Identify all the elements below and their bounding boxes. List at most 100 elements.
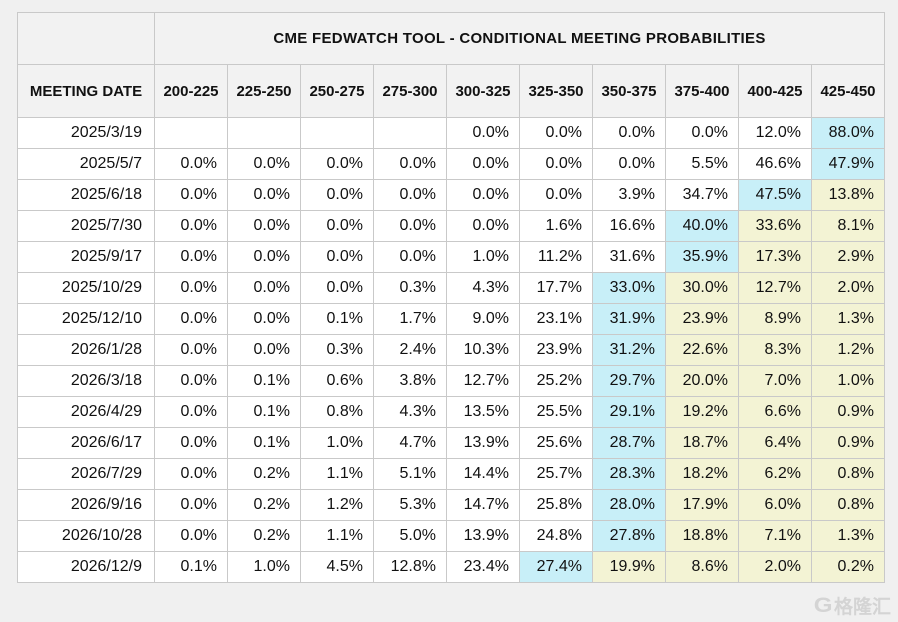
probability-cell: 0.0%	[373, 179, 447, 211]
probability-cell: 0.0%	[300, 241, 374, 273]
probability-cell: 0.0%	[300, 210, 374, 242]
probability-cell: 0.8%	[811, 458, 885, 490]
probability-cell: 0.1%	[227, 365, 301, 397]
meeting-date-cell: 2026/1/28	[17, 334, 155, 366]
probability-cell: 0.9%	[811, 396, 885, 428]
rate-column-header: 400-425	[738, 64, 812, 118]
probability-cell: 1.0%	[227, 551, 301, 583]
probability-cell: 6.6%	[738, 396, 812, 428]
probability-cell: 47.5%	[738, 179, 812, 211]
probability-cell: 33.6%	[738, 210, 812, 242]
probability-cell: 1.0%	[811, 365, 885, 397]
probability-cell: 13.9%	[446, 427, 520, 459]
probability-cell: 0.0%	[373, 210, 447, 242]
table-row: 2025/5/7 0.0% 0.0% 0.0% 0.0% 0.0% 0.0% 0.0% 5.5%…	[17, 148, 885, 180]
table-row: 2026/1/28 0.0% 0.0% 0.3% 2.4% 10.3% 23.9% 31.2%…	[17, 334, 885, 366]
column-header-row: MEETING DATE 200-225 225-250 250-275 275-30…	[17, 64, 885, 118]
probability-cell: 0.0%	[227, 179, 301, 211]
rate-column-header: 300-325	[446, 64, 520, 118]
probability-cell: 13.5%	[446, 396, 520, 428]
probability-cell: 0.0%	[665, 117, 739, 149]
probability-cell: 0.0%	[154, 148, 228, 180]
probability-cell: 0.0%	[154, 303, 228, 335]
probability-cell: 1.6%	[519, 210, 593, 242]
meeting-date-cell: 2025/7/30	[17, 210, 155, 242]
probability-cell: 4.3%	[373, 396, 447, 428]
probability-cell: 0.0%	[227, 303, 301, 335]
probability-cell: 0.0%	[519, 179, 593, 211]
probability-cell: 0.9%	[811, 427, 885, 459]
probability-cell: 25.6%	[519, 427, 593, 459]
probability-cell: 88.0%	[811, 117, 885, 149]
watermark-text: 格隆汇	[833, 597, 891, 618]
rate-column-header: 250-275	[300, 64, 374, 118]
probability-cell: 4.7%	[373, 427, 447, 459]
probability-cell: 0.6%	[300, 365, 374, 397]
probability-cell: 6.4%	[738, 427, 812, 459]
table-row: 2026/9/16 0.0% 0.2% 1.2% 5.3% 14.7% 25.8% 28.0%…	[17, 489, 885, 521]
probability-cell: 8.6%	[665, 551, 739, 583]
meeting-date-cell: 2025/6/18	[17, 179, 155, 211]
table-row: 2026/4/29 0.0% 0.1% 0.8% 4.3% 13.5% 25.5% 29.1%…	[17, 396, 885, 428]
probability-cell: 28.0%	[592, 489, 666, 521]
probability-cell: 0.0%	[227, 334, 301, 366]
probability-cell: 25.7%	[519, 458, 593, 490]
probability-cell: 28.3%	[592, 458, 666, 490]
table-row: 2026/3/18 0.0% 0.1% 0.6% 3.8% 12.7% 25.2% 29.7%…	[17, 365, 885, 397]
fedwatch-probability-table: CME FEDWATCH TOOL - CONDITIONAL MEETING …	[17, 12, 885, 583]
probability-cell: 0.0%	[519, 148, 593, 180]
probability-cell: 0.2%	[227, 489, 301, 521]
probability-cell: 19.9%	[592, 551, 666, 583]
probability-cell: 31.9%	[592, 303, 666, 335]
table-row: 2025/6/18 0.0% 0.0% 0.0% 0.0% 0.0% 0.0% 3.9% 34.…	[17, 179, 885, 211]
rate-column-header: 200-225	[154, 64, 228, 118]
probability-cell: 0.3%	[300, 334, 374, 366]
meeting-date-cell: 2026/7/29	[17, 458, 155, 490]
meeting-date-cell: 2026/6/17	[17, 427, 155, 459]
probability-cell: 12.0%	[738, 117, 812, 149]
probability-cell: 0.0%	[300, 272, 374, 304]
probability-cell: 0.0%	[446, 210, 520, 242]
probability-cell: 30.0%	[665, 272, 739, 304]
table-row: 2026/6/17 0.0% 0.1% 1.0% 4.7% 13.9% 25.6% 28.7%…	[17, 427, 885, 459]
probability-cell: 1.7%	[373, 303, 447, 335]
probability-cell: 5.5%	[665, 148, 739, 180]
rate-column-header: 275-300	[373, 64, 447, 118]
meeting-date-cell: 2026/4/29	[17, 396, 155, 428]
probability-cell	[227, 117, 301, 149]
probability-cell: 27.4%	[519, 551, 593, 583]
probability-cell: 0.0%	[154, 396, 228, 428]
probability-cell: 0.1%	[154, 551, 228, 583]
probability-cell: 47.9%	[811, 148, 885, 180]
gelonghui-watermark: G 格隆汇	[813, 592, 891, 619]
probability-cell: 0.0%	[300, 148, 374, 180]
corner-cell	[17, 12, 155, 65]
probability-cell: 29.7%	[592, 365, 666, 397]
probability-cell: 22.6%	[665, 334, 739, 366]
probability-cell: 4.3%	[446, 272, 520, 304]
probability-cell: 0.0%	[300, 179, 374, 211]
probability-cell: 27.8%	[592, 520, 666, 552]
probability-cell: 2.0%	[738, 551, 812, 583]
probability-cell: 0.0%	[154, 334, 228, 366]
probability-cell: 0.0%	[227, 241, 301, 273]
probability-cell: 0.0%	[519, 117, 593, 149]
meeting-date-cell: 2025/3/19	[17, 117, 155, 149]
probability-cell: 0.8%	[811, 489, 885, 521]
probability-cell: 20.0%	[665, 365, 739, 397]
meeting-date-header: MEETING DATE	[17, 64, 155, 118]
probability-cell: 0.1%	[227, 427, 301, 459]
meeting-date-cell: 2025/5/7	[17, 148, 155, 180]
probability-cell: 1.3%	[811, 520, 885, 552]
rate-column-header: 325-350	[519, 64, 593, 118]
probability-cell: 25.2%	[519, 365, 593, 397]
probability-cell: 1.0%	[446, 241, 520, 273]
table-row: 2025/7/30 0.0% 0.0% 0.0% 0.0% 0.0% 1.6% 16.6% 40…	[17, 210, 885, 242]
probability-cell: 24.8%	[519, 520, 593, 552]
probability-cell: 33.0%	[592, 272, 666, 304]
probability-cell: 0.0%	[227, 210, 301, 242]
probability-cell: 0.0%	[227, 148, 301, 180]
probability-cell	[154, 117, 228, 149]
probability-cell: 12.7%	[446, 365, 520, 397]
probability-cell: 0.0%	[154, 179, 228, 211]
